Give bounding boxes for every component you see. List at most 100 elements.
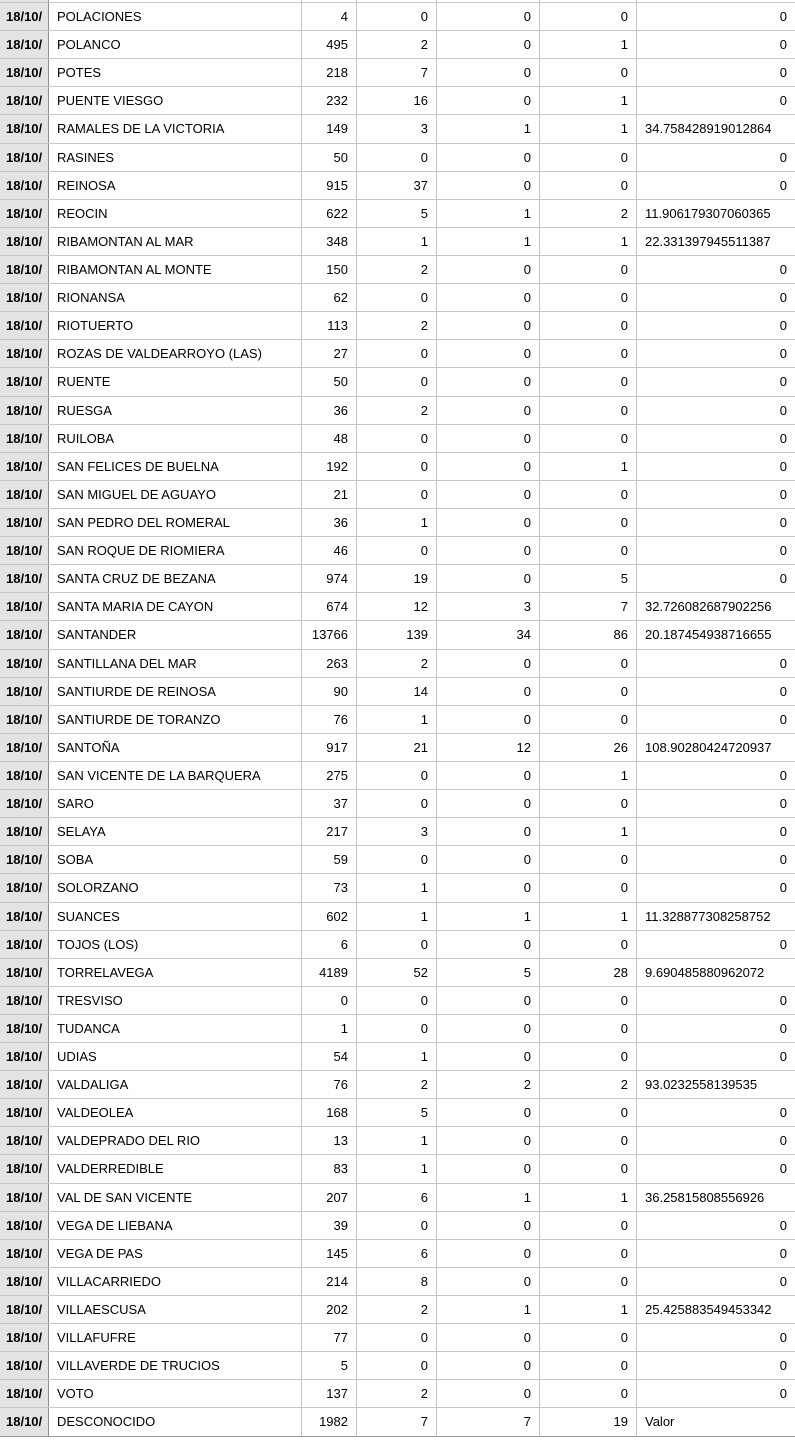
cell-value-2[interactable]: 0 bbox=[357, 761, 437, 790]
cell-value-1[interactable]: 113 bbox=[302, 312, 357, 340]
cell-municipality[interactable]: RUENTE bbox=[49, 368, 302, 396]
cell-date[interactable]: 18/10/ bbox=[0, 312, 49, 340]
cell-municipality[interactable]: SAN PEDRO DEL ROMERAL bbox=[49, 508, 302, 537]
cell-value-1[interactable]: 602 bbox=[302, 902, 357, 930]
cell-date[interactable]: 18/10/ bbox=[0, 1408, 49, 1436]
cell-date[interactable]: 18/10/ bbox=[0, 593, 49, 621]
cell-rate[interactable]: 0 bbox=[779, 37, 787, 53]
cell-date[interactable]: 18/10/ bbox=[0, 480, 49, 508]
cell-rate[interactable]: 0 bbox=[779, 852, 787, 868]
cell-value-2[interactable]: 1 bbox=[357, 1127, 437, 1155]
cell-municipality[interactable]: VILLACARRIEDO bbox=[49, 1267, 302, 1296]
cell-municipality[interactable]: SUANCES bbox=[49, 902, 302, 930]
cell-value-3[interactable]: 5 bbox=[437, 958, 540, 986]
cell-municipality[interactable]: SARO bbox=[49, 790, 302, 818]
cell-municipality[interactable]: VEGA DE LIEBANA bbox=[49, 1211, 302, 1239]
cell-date[interactable]: 18/10/ bbox=[0, 1267, 49, 1296]
cell-value-1[interactable]: 83 bbox=[302, 1155, 357, 1183]
cell-value-1[interactable]: 59 bbox=[302, 846, 357, 874]
cell-value-1[interactable]: 149 bbox=[302, 115, 357, 143]
cell-rate[interactable]: 11.906179307060365 bbox=[645, 205, 771, 221]
cell-date[interactable]: 18/10/ bbox=[0, 874, 49, 902]
cell-value-1[interactable]: 137 bbox=[302, 1380, 357, 1408]
cell-value-1[interactable]: 50 bbox=[302, 368, 357, 396]
cell-value-1[interactable]: 21 bbox=[302, 480, 357, 508]
cell-rate[interactable]: 0 bbox=[779, 936, 787, 952]
cell-value-1[interactable]: 36 bbox=[302, 396, 357, 424]
cell-value-2[interactable]: 14 bbox=[357, 677, 437, 705]
cell-value-1[interactable]: 13766 bbox=[302, 621, 357, 649]
cell-date[interactable]: 18/10/ bbox=[0, 368, 49, 396]
cell-value-1[interactable]: 275 bbox=[302, 761, 357, 790]
cell-value-1[interactable]: 674 bbox=[302, 593, 357, 621]
cell-municipality[interactable]: TRESVISO bbox=[49, 986, 302, 1014]
cell-value-4[interactable]: 0 bbox=[540, 1324, 637, 1352]
cell-value-1[interactable]: 62 bbox=[302, 284, 357, 312]
cell-municipality[interactable]: RUESGA bbox=[49, 396, 302, 424]
cell-municipality[interactable]: SANTOÑA bbox=[49, 733, 302, 761]
cell-value-2[interactable]: 52 bbox=[357, 958, 437, 986]
cell-value-1[interactable]: 1982 bbox=[302, 1408, 357, 1436]
cell-value-2[interactable]: 0 bbox=[357, 1352, 437, 1380]
cell-value-4[interactable]: 0 bbox=[540, 1380, 637, 1408]
cell-rate[interactable]: 0 bbox=[779, 1245, 787, 1261]
cell-rate[interactable]: 0 bbox=[779, 796, 787, 812]
cell-value-4[interactable]: 0 bbox=[540, 284, 637, 312]
cell-value-4[interactable]: 19 bbox=[540, 1408, 637, 1436]
cell-value-2[interactable]: 0 bbox=[357, 424, 437, 452]
cell-value-4[interactable]: 1 bbox=[540, 115, 637, 143]
cell-value-3[interactable]: 0 bbox=[437, 1267, 540, 1296]
cell-rate[interactable]: 0 bbox=[779, 290, 787, 306]
cell-rate[interactable]: 32.726082687902256 bbox=[645, 599, 772, 615]
cell-value-2[interactable]: 6 bbox=[357, 1239, 437, 1267]
cell-value-4[interactable]: 0 bbox=[540, 508, 637, 537]
cell-municipality[interactable]: SANTANDER bbox=[49, 621, 302, 649]
cell-rate[interactable]: 0 bbox=[779, 318, 787, 334]
cell-rate[interactable]: 0 bbox=[779, 543, 787, 559]
cell-rate[interactable]: 0 bbox=[779, 1330, 787, 1346]
cell-municipality[interactable]: VALDEPRADO DEL RIO bbox=[49, 1127, 302, 1155]
cell-value-4[interactable]: 0 bbox=[540, 874, 637, 902]
cell-value-4[interactable]: 26 bbox=[540, 733, 637, 761]
cell-date[interactable]: 18/10/ bbox=[0, 1183, 49, 1211]
cell-value-3[interactable]: 0 bbox=[437, 3, 540, 31]
cell-value-2[interactable]: 1 bbox=[357, 902, 437, 930]
cell-value-3[interactable]: 0 bbox=[437, 480, 540, 508]
cell-value-4[interactable]: 2 bbox=[540, 199, 637, 227]
cell-value-1[interactable]: 4 bbox=[302, 3, 357, 31]
cell-rate[interactable]: 0 bbox=[779, 992, 787, 1008]
cell-date[interactable]: 18/10/ bbox=[0, 171, 49, 199]
cell-municipality[interactable]: VILLAFUFRE bbox=[49, 1324, 302, 1352]
cell-value-2[interactable]: 0 bbox=[357, 284, 437, 312]
cell-value-1[interactable]: 13 bbox=[302, 1127, 357, 1155]
cell-value-4[interactable]: 0 bbox=[540, 59, 637, 87]
cell-value-4[interactable]: 0 bbox=[540, 1014, 637, 1043]
cell-value-3[interactable]: 0 bbox=[437, 1239, 540, 1267]
cell-value-2[interactable]: 0 bbox=[357, 930, 437, 958]
cell-rate[interactable]: 0 bbox=[779, 177, 787, 193]
cell-value-2[interactable]: 1 bbox=[357, 874, 437, 902]
cell-value-4[interactable]: 1 bbox=[540, 452, 637, 480]
cell-date[interactable]: 18/10/ bbox=[0, 986, 49, 1014]
cell-value-2[interactable]: 5 bbox=[357, 1099, 437, 1127]
cell-rate[interactable]: 0 bbox=[779, 1133, 787, 1149]
cell-rate[interactable]: 20.187454938716655 bbox=[645, 627, 772, 643]
cell-value-3[interactable]: 0 bbox=[437, 1155, 540, 1183]
cell-date[interactable]: 18/10/ bbox=[0, 508, 49, 537]
cell-value-3[interactable]: 0 bbox=[437, 312, 540, 340]
cell-date[interactable]: 18/10/ bbox=[0, 1211, 49, 1239]
cell-value-3[interactable]: 0 bbox=[437, 846, 540, 874]
cell-value-4[interactable]: 0 bbox=[540, 1099, 637, 1127]
cell-value-2[interactable]: 2 bbox=[357, 396, 437, 424]
cell-rate[interactable]: 108.90280424720937 bbox=[645, 739, 772, 755]
cell-value-3[interactable]: 0 bbox=[437, 565, 540, 593]
cell-value-3[interactable]: 0 bbox=[437, 649, 540, 677]
cell-rate[interactable]: 0 bbox=[779, 767, 787, 783]
cell-value-2[interactable]: 0 bbox=[357, 1324, 437, 1352]
cell-value-4[interactable]: 1 bbox=[540, 1296, 637, 1324]
cell-date[interactable]: 18/10/ bbox=[0, 1071, 49, 1099]
cell-value-3[interactable]: 0 bbox=[437, 143, 540, 171]
cell-value-2[interactable]: 1 bbox=[357, 1155, 437, 1183]
cell-value-1[interactable]: 48 bbox=[302, 424, 357, 452]
cell-value-1[interactable]: 150 bbox=[302, 255, 357, 284]
